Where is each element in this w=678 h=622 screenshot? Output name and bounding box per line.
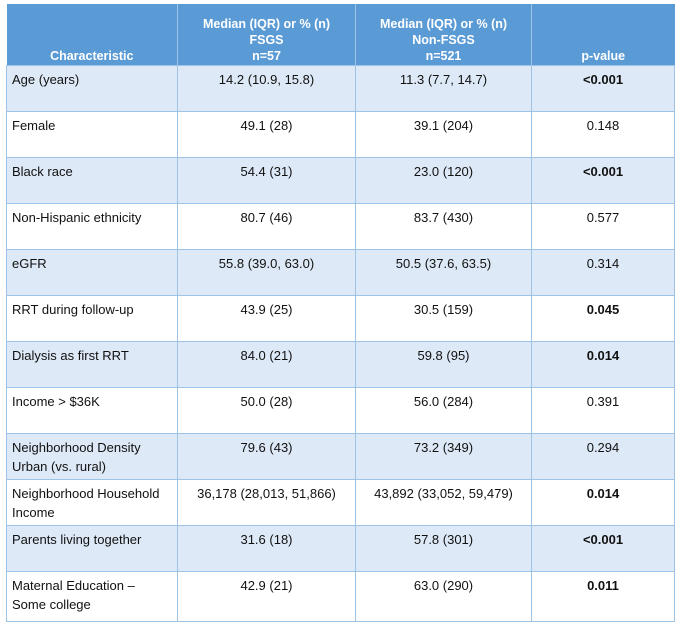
- cell-p-value: <0.001: [531, 157, 675, 204]
- header-non-fsgs-line-2: Non-FSGS: [412, 33, 475, 47]
- cell-non-fsgs: 11.3 (7.7, 14.7): [355, 65, 532, 112]
- cell-fsgs: 55.8 (39.0, 63.0): [177, 249, 356, 296]
- table-row: eGFR 55.8 (39.0, 63.0) 50.5 (37.6, 63.5) 0.…: [6, 249, 675, 296]
- cell-non-fsgs: 50.5 (37.6, 63.5): [355, 249, 532, 296]
- cell-characteristic: Neighborhood Density Urban (vs. rural): [6, 433, 178, 480]
- table-row: Age (years) 14.2 (10.9, 15.8) 11.3 (7.7, 1…: [6, 65, 675, 112]
- table-row: Maternal Education – Some college 42.9 (2…: [6, 571, 675, 622]
- cell-fsgs: 43.9 (25): [177, 295, 356, 342]
- cell-p-value: <0.001: [531, 65, 675, 112]
- cell-non-fsgs: 56.0 (284): [355, 387, 532, 434]
- cell-non-fsgs: 83.7 (430): [355, 203, 532, 250]
- header-non-fsgs-line-3: n=521: [425, 49, 462, 63]
- header-characteristic: Characteristic: [6, 4, 178, 66]
- table-header: Characteristic Median (IQR) or % (n) FSG…: [6, 4, 675, 66]
- cell-p-value: 0.011: [531, 571, 675, 622]
- header-fsgs-line-2: FSGS: [249, 33, 284, 47]
- cell-characteristic: Dialysis as first RRT: [6, 341, 178, 388]
- table-body: Age (years) 14.2 (10.9, 15.8) 11.3 (7.7, 1…: [6, 65, 675, 622]
- cell-non-fsgs: 73.2 (349): [355, 433, 532, 480]
- table-row: Parents living together 31.6 (18) 57.8 (30…: [6, 525, 675, 572]
- table-row: Income > $36K 50.0 (28) 56.0 (284) 0.391: [6, 387, 675, 434]
- table-row: Neighborhood Household Income 36,178 (28,…: [6, 479, 675, 526]
- cell-p-value: 0.577: [531, 203, 675, 250]
- cell-characteristic: eGFR: [6, 249, 178, 296]
- cell-p-value: 0.014: [531, 479, 675, 526]
- cell-p-value: 0.391: [531, 387, 675, 434]
- cell-p-value: 0.294: [531, 433, 675, 480]
- header-row: Characteristic Median (IQR) or % (n) FSG…: [6, 4, 675, 66]
- cell-non-fsgs: 39.1 (204): [355, 111, 532, 158]
- cell-fsgs: 36,178 (28,013, 51,866): [177, 479, 356, 526]
- cell-non-fsgs: 57.8 (301): [355, 525, 532, 572]
- cell-fsgs: 79.6 (43): [177, 433, 356, 480]
- header-fsgs-line-1: Median (IQR) or % (n): [202, 17, 331, 31]
- cell-p-value: 0.014: [531, 341, 675, 388]
- cell-p-value: 0.314: [531, 249, 675, 296]
- cell-fsgs: 80.7 (46): [177, 203, 356, 250]
- cell-fsgs: 42.9 (21): [177, 571, 356, 622]
- table-row: Black race 54.4 (31) 23.0 (120) <0.001: [6, 157, 675, 204]
- cell-fsgs: 14.2 (10.9, 15.8): [177, 65, 356, 112]
- cell-characteristic: Neighborhood Household Income: [6, 479, 178, 526]
- header-non-fsgs-line-1: Median (IQR) or % (n): [379, 17, 508, 31]
- cell-characteristic: Age (years): [6, 65, 178, 112]
- cell-non-fsgs: 23.0 (120): [355, 157, 532, 204]
- cell-characteristic: Income > $36K: [6, 387, 178, 434]
- table-row: Dialysis as first RRT 84.0 (21) 59.8 (95) 0…: [6, 341, 675, 388]
- table-row: Non-Hispanic ethnicity 80.7 (46) 83.7 (430…: [6, 203, 675, 250]
- cell-fsgs: 49.1 (28): [177, 111, 356, 158]
- cell-characteristic: Black race: [6, 157, 178, 204]
- cell-p-value: <0.001: [531, 525, 675, 572]
- cell-fsgs: 31.6 (18): [177, 525, 356, 572]
- cell-fsgs: 54.4 (31): [177, 157, 356, 204]
- header-p-value: p-value: [531, 4, 675, 66]
- cell-non-fsgs: 30.5 (159): [355, 295, 532, 342]
- cell-characteristic: Non-Hispanic ethnicity: [6, 203, 178, 250]
- cell-fsgs: 84.0 (21): [177, 341, 356, 388]
- cell-fsgs: 50.0 (28): [177, 387, 356, 434]
- cell-non-fsgs: 59.8 (95): [355, 341, 532, 388]
- cell-characteristic: RRT during follow-up: [6, 295, 178, 342]
- characteristics-table: Characteristic Median (IQR) or % (n) FSG…: [6, 4, 675, 622]
- table-row: RRT during follow-up 43.9 (25) 30.5 (159) 0…: [6, 295, 675, 342]
- header-non-fsgs: Median (IQR) or % (n) Non-FSGS n=521: [355, 4, 532, 66]
- table-row: Female 49.1 (28) 39.1 (204) 0.148: [6, 111, 675, 158]
- header-fsgs-line-3: n=57: [252, 49, 281, 63]
- cell-characteristic: Maternal Education – Some college: [6, 571, 178, 622]
- cell-non-fsgs: 43,892 (33,052, 59,479): [355, 479, 532, 526]
- header-fsgs: Median (IQR) or % (n) FSGS n=57: [177, 4, 356, 66]
- cell-non-fsgs: 63.0 (290): [355, 571, 532, 622]
- cell-characteristic: Parents living together: [6, 525, 178, 572]
- cell-p-value: 0.148: [531, 111, 675, 158]
- cell-p-value: 0.045: [531, 295, 675, 342]
- cell-characteristic: Female: [6, 111, 178, 158]
- table-row: Neighborhood Density Urban (vs. rural) 79…: [6, 433, 675, 480]
